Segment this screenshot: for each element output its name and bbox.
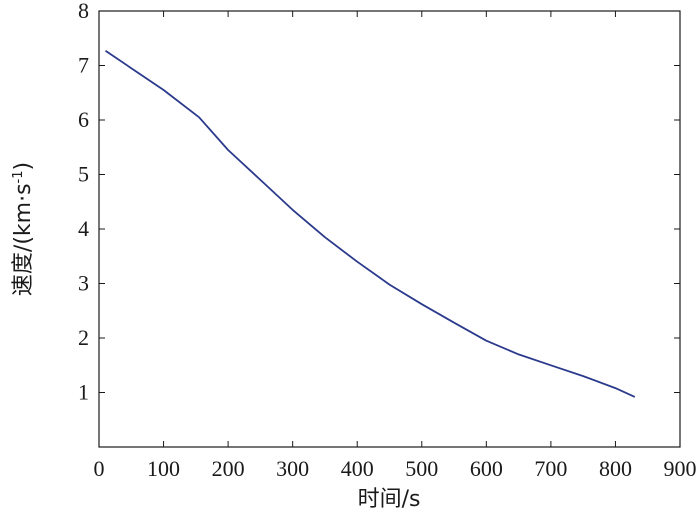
y-axis-title: 速度/(km·s-1) bbox=[11, 162, 36, 296]
plot-frame bbox=[98, 10, 681, 448]
x-axis-title: 时间/s bbox=[358, 487, 421, 512]
x-tick-label: 0 bbox=[94, 456, 105, 481]
x-axis: 0 100 200 300 400 500 600 700 800 900 bbox=[94, 11, 697, 481]
x-tick-label: 700 bbox=[534, 456, 567, 481]
y-axis-title-superscript: -1 bbox=[11, 171, 26, 184]
y-axis-title-close: ) bbox=[11, 162, 36, 171]
y-tick-label: 8 bbox=[78, 0, 89, 23]
series-line bbox=[104, 50, 636, 398]
x-tick-label: 400 bbox=[341, 456, 374, 481]
y-tick-label: 5 bbox=[78, 162, 89, 187]
y-tick-label: 7 bbox=[78, 53, 89, 78]
x-tick-label: 500 bbox=[405, 456, 438, 481]
y-tick-label: 3 bbox=[78, 271, 89, 296]
x-tick-label: 600 bbox=[470, 456, 503, 481]
x-tick-label: 800 bbox=[599, 456, 632, 481]
y-axis: 1 2 3 4 5 6 7 8 bbox=[78, 0, 680, 405]
y-tick-label: 1 bbox=[78, 380, 89, 405]
x-tick-label: 200 bbox=[212, 456, 245, 481]
y-axis-title-main: 速度/(km·s bbox=[11, 183, 36, 296]
x-tick-label: 300 bbox=[276, 456, 309, 481]
series-layer bbox=[104, 50, 636, 398]
y-tick-label: 4 bbox=[78, 216, 89, 241]
y-tick-label: 6 bbox=[78, 107, 89, 132]
x-tick-label: 100 bbox=[147, 456, 180, 481]
x-tick-label: 900 bbox=[664, 456, 697, 481]
y-tick-label: 2 bbox=[78, 325, 89, 350]
